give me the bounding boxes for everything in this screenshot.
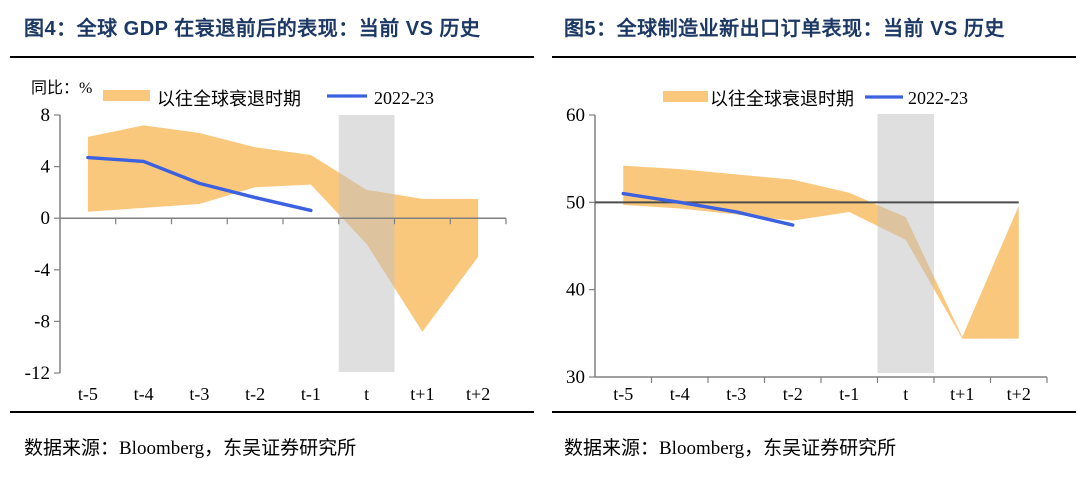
x-axis-category-label: t-5 <box>613 384 633 404</box>
x-axis-category-label: t-3 <box>726 384 746 404</box>
legend-line-label: 2022-23 <box>374 88 434 108</box>
x-axis-category-label: t-4 <box>134 384 154 404</box>
x-axis-category-label: t-2 <box>245 384 265 404</box>
current-period-line <box>621 191 795 227</box>
x-axis-category-label: t <box>364 384 369 404</box>
y-axis-tick-label: 8 <box>41 105 51 126</box>
x-axis-category-label: t-1 <box>839 384 859 404</box>
legend-line-label: 2022-23 <box>908 88 968 108</box>
y-axis-tick-label: 30 <box>566 367 585 388</box>
gdp-chart-canvas: 8 4 0 -4 -8 -12 t-5 t-4 t-3 t-2 t-1 t t+1 t+2 以往全球衰退时期… <box>25 88 507 404</box>
y-axis-tick-label: -8 <box>34 311 50 332</box>
x-axis-category-label: t-4 <box>670 384 690 404</box>
x-axis-category-label: t+2 <box>1007 384 1031 404</box>
export-orders-chart-canvas: 60 50 40 30 t-5 t-4 t-3 t-2 t-1 t t+1 t+2 以往全球衰退时期 20… <box>566 88 1048 404</box>
y-axis-tick-label: 50 <box>566 192 585 213</box>
data-source-note: 数据来源：Bloomberg，东吴证券研究所 <box>24 438 357 459</box>
recession-band-area <box>87 125 479 332</box>
legend-band-swatch <box>103 90 150 101</box>
x-axis-category-label: t-3 <box>189 384 209 404</box>
y-axis-unit-label: 同比：% <box>31 80 93 97</box>
y-axis-tick-label: -4 <box>34 260 50 281</box>
legend-band-label: 以往全球衰退时期 <box>157 89 301 109</box>
chart-panel-gdp: 图4：全球 GDP 在衰退前后的表现：当前 VS 历史 同比：% 8 4 0 -4 -8… <box>10 18 534 459</box>
x-axis-category-label: t <box>903 384 908 404</box>
y-axis-tick-label: 0 <box>41 208 51 229</box>
y-axis-tick-label: 60 <box>566 105 585 126</box>
x-axis-category-label: t+1 <box>410 384 434 404</box>
y-axis-tick-label: 4 <box>41 157 51 178</box>
x-axis-category-label: t-2 <box>783 384 803 404</box>
highlight-period-column <box>338 115 395 372</box>
footer-divider <box>10 411 534 413</box>
title-divider <box>10 56 534 58</box>
recession-band-area <box>623 165 1019 339</box>
y-axis-tick-label: -12 <box>25 363 50 384</box>
current-period-line <box>86 155 313 213</box>
chart-panel-export-orders: 图5：全球制造业新出口订单表现：当前 VS 历史 60 50 40 30 t-5 t-4 t… <box>540 0 1080 479</box>
data-source-note: 数据来源：Bloomberg，东吴证券研究所 <box>564 438 897 459</box>
x-axis-category-label: t-1 <box>301 384 321 404</box>
chart-title: 图4：全球 GDP 在衰退前后的表现：当前 VS 历史 <box>24 18 481 40</box>
highlight-period-column <box>877 114 934 373</box>
legend-band-label: 以往全球衰退时期 <box>710 89 854 109</box>
y-axis-tick-label: 40 <box>566 280 585 301</box>
footer-divider <box>552 411 1076 413</box>
chart-title: 图5：全球制造业新出口订单表现：当前 VS 历史 <box>564 18 1005 40</box>
x-axis-category-label: t-5 <box>78 384 98 404</box>
x-axis-category-label: t+1 <box>950 384 974 404</box>
title-divider <box>552 56 1076 58</box>
legend-band-swatch <box>663 91 708 102</box>
x-axis-category-label: t+2 <box>466 384 490 404</box>
